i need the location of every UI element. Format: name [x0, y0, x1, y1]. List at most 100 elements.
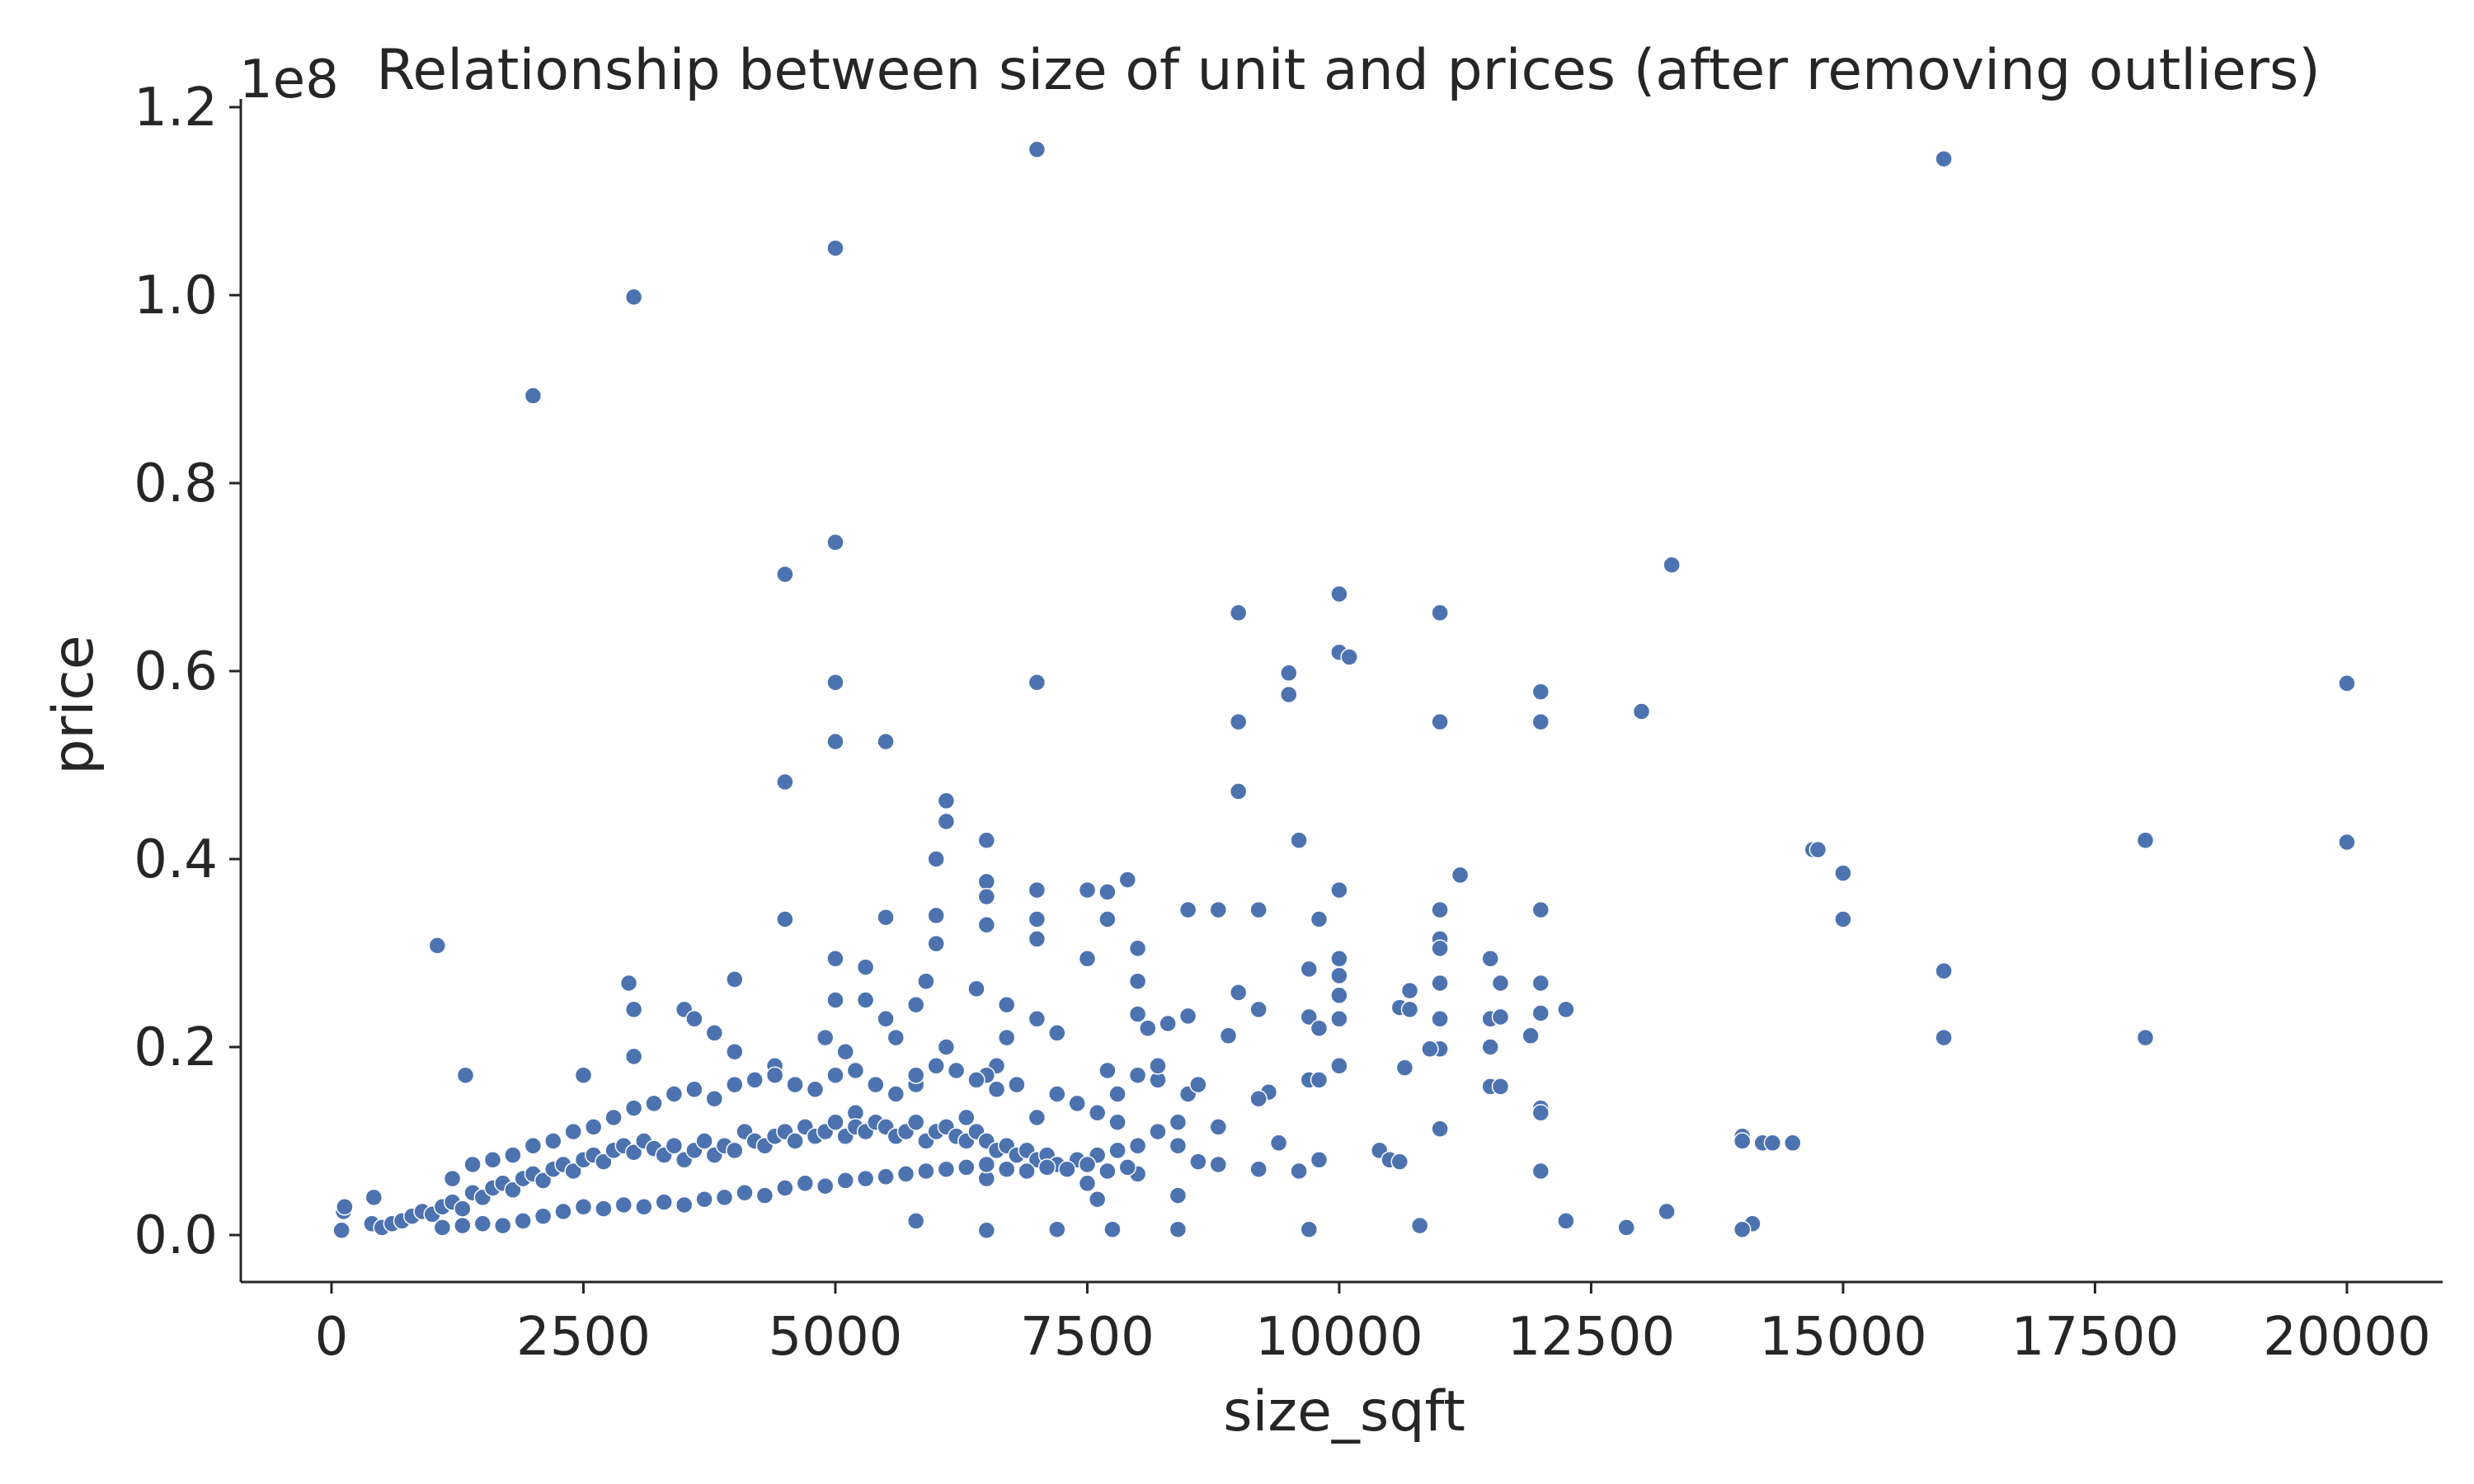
scatter-point — [877, 1167, 895, 1186]
scatter-point — [917, 972, 935, 990]
scatter-point — [1028, 1108, 1047, 1127]
scatter-point — [1531, 683, 1550, 701]
scatter-point — [1229, 712, 1248, 731]
scatter-point — [1531, 712, 1550, 731]
scatter-point — [1128, 1005, 1147, 1023]
scatter-point — [1118, 871, 1137, 889]
scatter-point — [977, 831, 996, 849]
scatter-point — [1522, 1026, 1540, 1045]
scatter-point — [1068, 1094, 1086, 1113]
scatter-point — [624, 1099, 643, 1117]
scatter-point — [624, 288, 643, 307]
scatter-point — [1663, 556, 1681, 574]
scatter-point — [1557, 1212, 1575, 1230]
scatter-point — [1330, 881, 1348, 899]
scatter-point — [836, 1172, 854, 1190]
scatter-point — [1229, 782, 1248, 801]
scatter-point — [906, 995, 925, 1014]
scatter-point — [1058, 1160, 1076, 1178]
scatter-point — [1249, 900, 1268, 919]
scatter-point — [826, 673, 844, 692]
scatter-point — [705, 1024, 724, 1042]
scatter-point — [1733, 1220, 1752, 1238]
scatter-point — [1310, 1151, 1329, 1169]
scatter-point — [1400, 1000, 1419, 1019]
scatter-point — [877, 732, 895, 751]
scatter-point — [1037, 1158, 1056, 1176]
scatter-point — [695, 1190, 713, 1209]
scatter-point — [1531, 974, 1550, 993]
scatter-point — [1330, 1057, 1348, 1075]
scatter-point — [816, 1028, 835, 1047]
scatter-point — [786, 1132, 804, 1150]
y-tick-label: 1.2 — [134, 77, 218, 139]
scatter-point — [1557, 1000, 1575, 1019]
scatter-point — [1209, 900, 1228, 919]
scatter-point — [1098, 883, 1117, 901]
scatter-point — [927, 906, 945, 925]
scatter-point — [1018, 1162, 1036, 1181]
scatter-point — [997, 1160, 1016, 1178]
x-tick-label: 2500 — [516, 1307, 651, 1368]
scatter-point — [967, 979, 985, 998]
scatter-point — [1108, 1085, 1126, 1103]
scatter-point — [1330, 1010, 1348, 1028]
scatter-point — [726, 1075, 744, 1094]
y-tick-label: 0.6 — [134, 641, 218, 702]
scatter-point — [786, 1075, 804, 1094]
scatter-point — [443, 1169, 462, 1188]
scatter-point — [1935, 149, 1953, 168]
scatter-point — [1481, 1038, 1499, 1056]
x-tick-label: 5000 — [769, 1307, 903, 1368]
scatter-point — [685, 1010, 703, 1028]
scatter-point — [483, 1151, 502, 1169]
scatter-point — [1390, 1153, 1409, 1171]
scatter-point — [1431, 900, 1449, 919]
scatter-point — [524, 387, 543, 405]
scatter-point — [1149, 1057, 1167, 1075]
scatter-point — [1310, 1071, 1329, 1089]
scatter-point — [1431, 1120, 1449, 1138]
scatter-point — [1300, 960, 1319, 979]
scatter-point — [1249, 1000, 1268, 1019]
scatter-point — [1491, 974, 1510, 993]
scatter-point — [826, 1066, 844, 1084]
x-tick-label: 12500 — [1507, 1307, 1676, 1368]
scatter-point — [564, 1122, 582, 1141]
scatter-point — [1139, 1019, 1157, 1037]
scatter-point — [1935, 1028, 1953, 1047]
scatter-point — [2136, 1028, 2155, 1047]
scatter-point — [1451, 866, 1470, 885]
scatter-point — [1209, 1118, 1228, 1136]
scatter-point — [454, 1200, 472, 1218]
scatter-point — [685, 1080, 703, 1099]
scatter-point — [917, 1162, 935, 1181]
scatter-point — [1330, 986, 1348, 1005]
scatter-point — [927, 1057, 945, 1075]
scatter-point — [574, 1066, 593, 1084]
scatter-point — [534, 1207, 553, 1225]
scatter-point — [554, 1202, 572, 1221]
scatter-point — [1209, 1155, 1228, 1174]
scatter-point — [1169, 1113, 1188, 1131]
scatter-point — [1330, 966, 1348, 985]
scatter-point — [776, 565, 794, 584]
scatter-point — [619, 974, 638, 993]
scatter-point — [887, 1085, 905, 1103]
scatter-point — [635, 1198, 653, 1216]
scatter-point — [1028, 881, 1047, 899]
scatter-point — [726, 1042, 744, 1061]
scatter-point — [1431, 712, 1449, 731]
scatter-point — [1421, 1040, 1439, 1059]
scatter-point — [826, 1113, 844, 1131]
scatter-point — [1290, 831, 1308, 849]
scatter-point — [826, 950, 844, 968]
scatter-point — [957, 1158, 976, 1176]
scatter-point — [1048, 1085, 1066, 1103]
x-tick-label: 10000 — [1255, 1307, 1423, 1368]
scatter-point — [896, 1165, 915, 1183]
scatter-point — [1531, 1004, 1550, 1022]
scatter-point — [816, 1176, 835, 1195]
scatter-point — [1189, 1075, 1207, 1094]
scatter-point — [937, 812, 956, 831]
